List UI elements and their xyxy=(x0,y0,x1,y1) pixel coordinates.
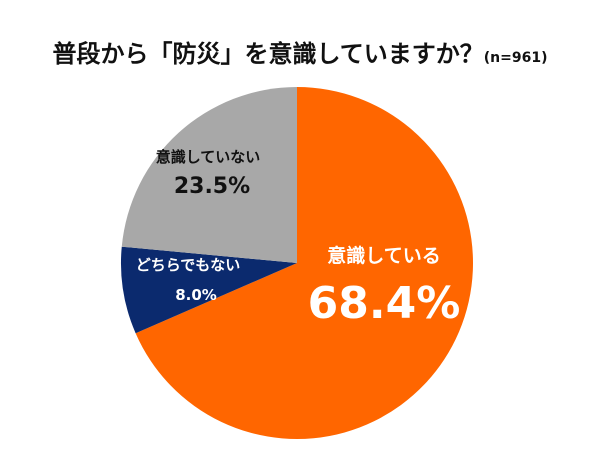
pie-slice-2 xyxy=(121,246,297,334)
slice-label: どちらでもない xyxy=(136,256,241,274)
slice-value-label: 68.4% xyxy=(308,278,461,329)
pie-slice-3 xyxy=(121,87,297,263)
slice-value-label: 23.5% xyxy=(174,174,250,199)
title-text: 普段から「防災」を意識していますか？ xyxy=(52,40,484,68)
slice-value-label: 8.0% xyxy=(175,286,217,304)
slice-label: 意識している xyxy=(327,244,440,267)
sample-size: (n=961) xyxy=(483,50,548,66)
chart-title: 普段から「防災」を意識していますか？(n=961) xyxy=(0,34,600,69)
slice-label: 意識していない xyxy=(156,148,261,166)
pie-slice-1 xyxy=(135,87,473,439)
